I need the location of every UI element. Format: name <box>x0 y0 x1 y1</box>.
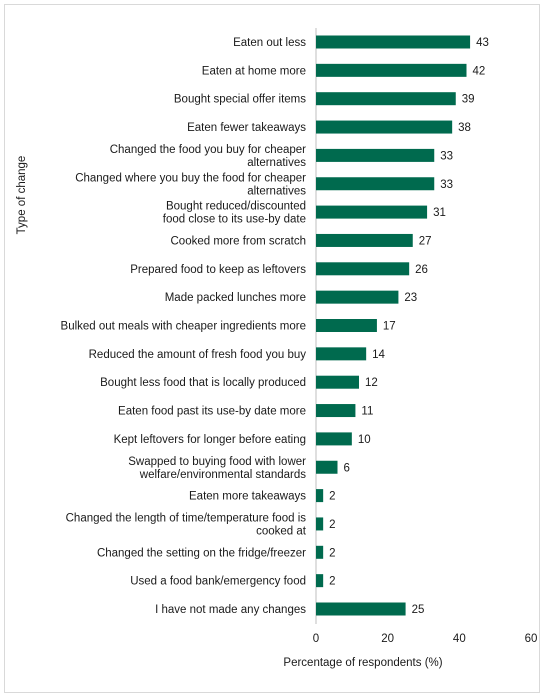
data-label: 10 <box>358 434 371 446</box>
bar <box>316 233 413 247</box>
y-axis-title: Type of change <box>16 156 28 235</box>
category-label: I have not made any changes <box>155 604 306 616</box>
bar <box>316 205 428 219</box>
category-label: Made packed lunches more <box>165 292 306 304</box>
bar <box>316 489 324 503</box>
bar <box>316 347 367 361</box>
bar <box>316 432 352 446</box>
x-tick-label: 60 <box>525 633 538 645</box>
bar <box>316 63 467 77</box>
data-label: 39 <box>462 94 475 106</box>
x-axis-title: Percentage of respondents (%) <box>283 657 442 669</box>
category-label-line: food close to its use-by date <box>163 214 306 226</box>
category-label-line: Bulked out meals with cheaper ingredient… <box>61 321 306 333</box>
bar <box>316 262 410 276</box>
category-label: Prepared food to keep as leftovers <box>130 264 306 276</box>
category-label-line: I have not made any changes <box>155 604 306 616</box>
data-label: 2 <box>329 576 335 588</box>
category-label: Eaten fewer takeaways <box>187 122 306 134</box>
chart-frame <box>4 4 540 693</box>
data-label: 14 <box>372 349 385 361</box>
x-tick-label: 0 <box>313 633 319 645</box>
data-label: 25 <box>412 604 425 616</box>
category-label: Swapped to buying food with lower welfare… <box>128 456 306 481</box>
category-label: Bought reduced/discounted food close to i… <box>163 201 306 226</box>
bar <box>316 92 456 106</box>
data-label: 6 <box>344 462 350 474</box>
category-label: Used a food bank/emergency food <box>130 576 306 588</box>
category-label-line: Eaten at home more <box>202 65 306 77</box>
bar <box>316 574 324 588</box>
data-label: 43 <box>476 37 489 49</box>
data-label: 2 <box>329 519 335 531</box>
bar <box>316 375 359 389</box>
data-label: 42 <box>473 65 486 77</box>
bar <box>316 460 338 474</box>
bar <box>316 517 324 531</box>
category-label: Eaten at home more <box>202 65 306 77</box>
bar <box>316 602 406 616</box>
data-label: 33 <box>440 179 453 191</box>
data-label: 27 <box>419 235 432 247</box>
category-label: Changed the length of time/temperature f… <box>66 512 307 537</box>
category-label-line: Changed the food you buy for cheaper <box>110 144 306 156</box>
bar <box>316 148 435 162</box>
data-label: 2 <box>329 547 335 559</box>
category-label-line: welfare/environmental standards <box>139 469 306 481</box>
category-label: Changed where you buy the food for cheap… <box>75 172 306 197</box>
category-label-line: Eaten fewer takeaways <box>187 122 306 134</box>
category-label-line: Bought less food that is locally produce… <box>100 377 306 389</box>
data-label: 31 <box>433 207 446 219</box>
category-label-line: Swapped to buying food with lower <box>128 456 306 468</box>
data-label: 12 <box>365 377 378 389</box>
bar <box>316 290 399 304</box>
category-label-line: cooked at <box>256 525 307 537</box>
category-label-line: Eaten food past its use-by date more <box>118 406 306 418</box>
bar <box>316 120 453 134</box>
bar <box>316 404 356 418</box>
category-label: Bulked out meals with cheaper ingredient… <box>61 321 306 333</box>
category-label-line: Changed the length of time/temperature f… <box>66 512 307 524</box>
data-label: 2 <box>329 491 335 503</box>
category-label: Bought less food that is locally produce… <box>100 377 306 389</box>
category-label-line: Used a food bank/emergency food <box>130 576 306 588</box>
category-label: Eaten out less <box>233 37 306 49</box>
bar <box>316 35 471 49</box>
x-tick-label: 40 <box>453 633 466 645</box>
category-label-line: Eaten out less <box>233 37 306 49</box>
data-label: 17 <box>383 321 396 333</box>
data-label: 38 <box>458 122 471 134</box>
category-label-line: Kept leftovers for longer before eating <box>114 434 306 446</box>
category-label-line: Reduced the amount of fresh food you buy <box>89 349 307 361</box>
x-tick-label: 20 <box>381 633 394 645</box>
bar <box>316 177 435 191</box>
category-label-line: Made packed lunches more <box>165 292 306 304</box>
category-label-line: alternatives <box>247 185 306 197</box>
category-label-line: Changed where you buy the food for cheap… <box>75 172 306 184</box>
category-label: Eaten food past its use-by date more <box>118 406 306 418</box>
data-label: 23 <box>404 292 417 304</box>
category-label: Bought special offer items <box>174 94 306 106</box>
bar <box>316 319 377 332</box>
category-label: Changed the setting on the fridge/freeze… <box>97 547 306 559</box>
data-label: 11 <box>361 406 373 418</box>
bar <box>316 545 324 559</box>
category-label-line: Prepared food to keep as leftovers <box>130 264 306 276</box>
data-label: 33 <box>440 150 453 162</box>
category-label: Changed the food you buy for cheaper alte… <box>110 144 307 169</box>
category-label-line: Bought special offer items <box>174 94 306 106</box>
category-label-line: Cooked more from scratch <box>171 235 307 247</box>
category-label: Reduced the amount of fresh food you buy <box>89 349 307 361</box>
category-label: Eaten more takeaways <box>189 491 306 503</box>
category-label-line: Eaten more takeaways <box>189 491 306 503</box>
category-label-line: Changed the setting on the fridge/freeze… <box>97 547 306 559</box>
category-label-line: alternatives <box>247 157 306 169</box>
category-label: Cooked more from scratch <box>171 235 307 247</box>
data-label: 26 <box>415 264 428 276</box>
category-label-line: Bought reduced/discounted <box>166 201 306 213</box>
category-label: Kept leftovers for longer before eating <box>114 434 306 446</box>
